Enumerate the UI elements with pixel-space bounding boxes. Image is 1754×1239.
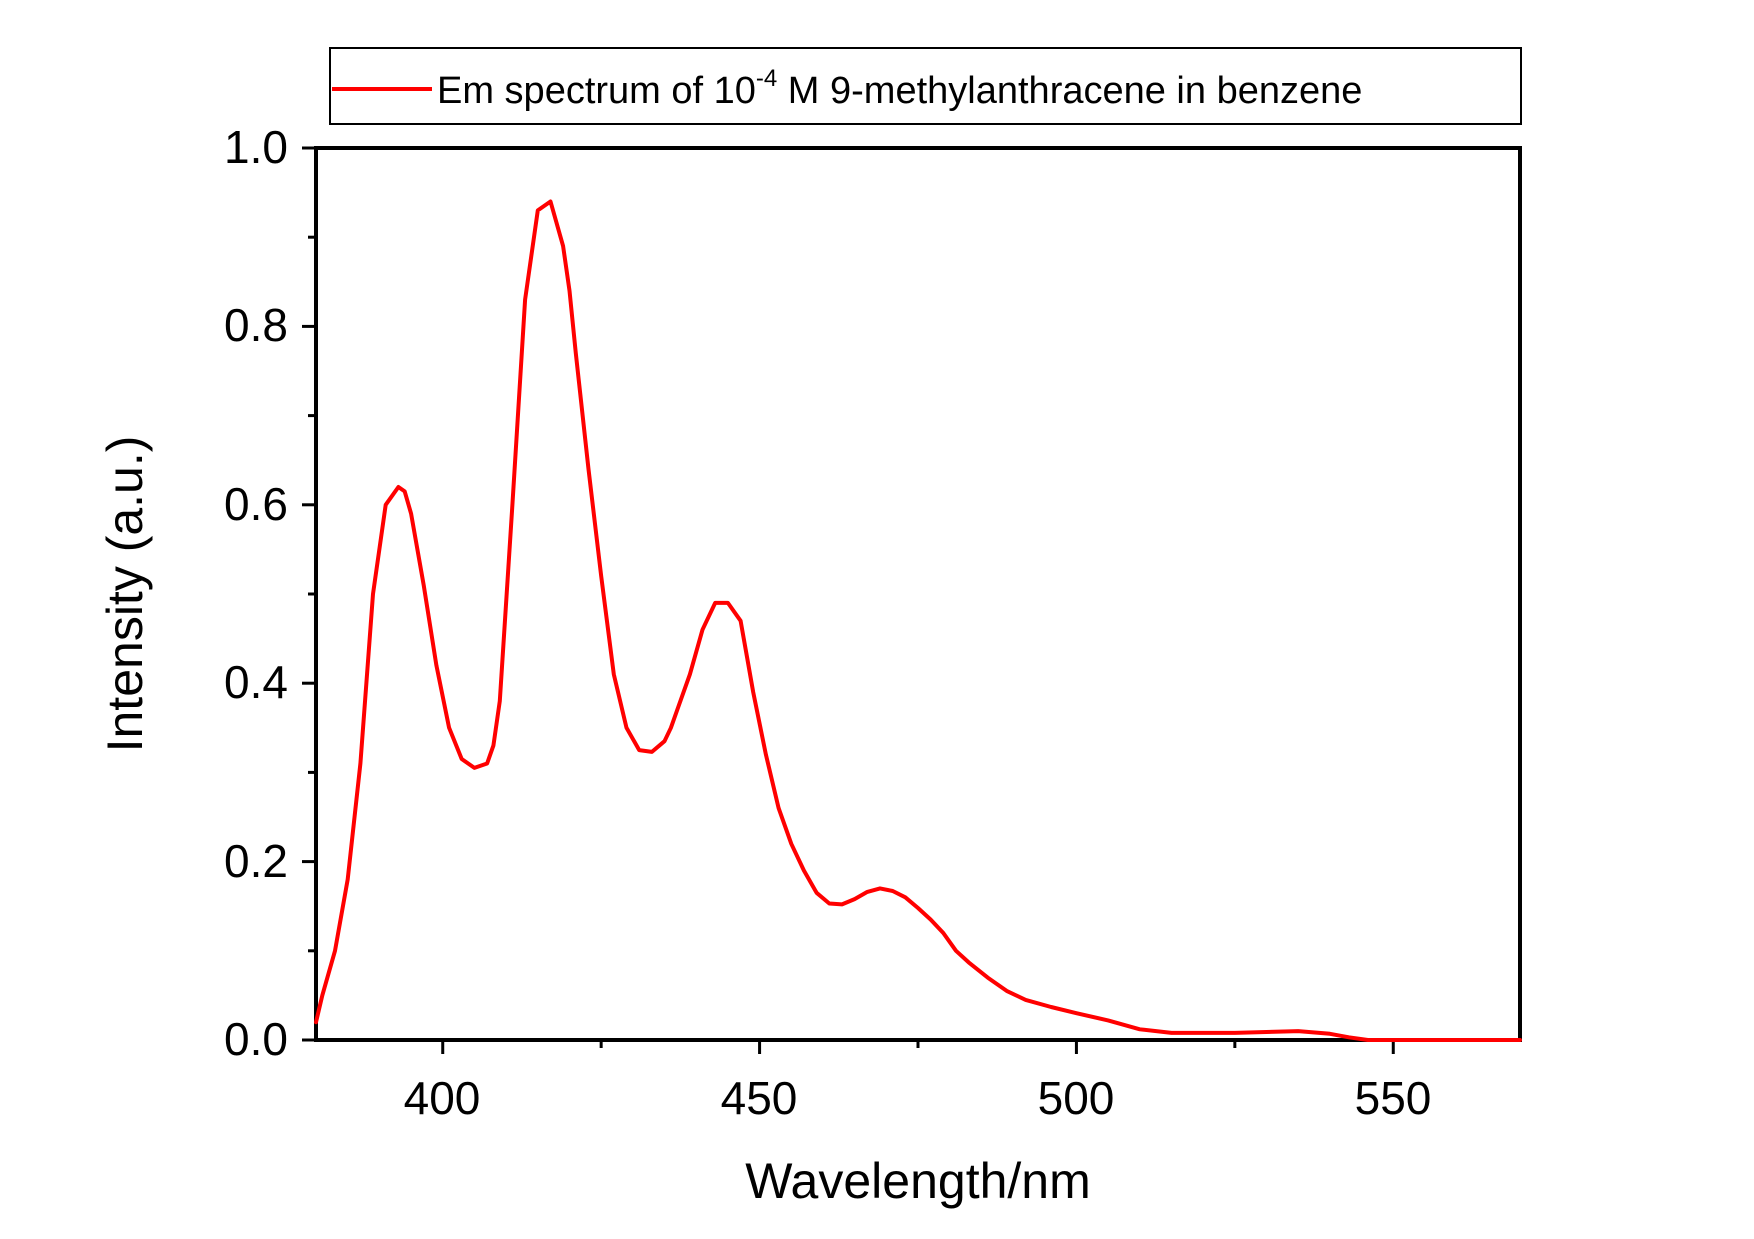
y-tick-label: 0.8 [224,299,288,351]
legend-box [329,47,1522,125]
x-tick-label: 400 [404,1072,481,1124]
legend-series-label: Em spectrum of 10-4 M 9-methylanthracene… [437,65,1362,112]
y-tick-labels: 0.0 0.2 0.4 0.6 0.8 1.0 [224,121,288,1065]
y-tick-label: 1.0 [224,121,288,173]
x-tick-labels: 400 450 500 550 [404,1072,1432,1124]
legend: Em spectrum of 10-4 M 9-methylanthracene… [329,47,1522,125]
y-tick-label: 0.2 [224,835,288,887]
x-axis-title: Wavelength/nm [745,1153,1091,1209]
y-tick-label: 0.6 [224,478,288,530]
axis-ticks [302,146,1395,1054]
y-tick-label: 0.0 [224,1013,288,1065]
x-tick-label: 550 [1355,1072,1432,1124]
x-tick-label: 500 [1038,1072,1115,1124]
legend-label-suffix: M 9-methylanthracene in benzene [777,70,1362,112]
y-tick-label: 0.4 [224,656,288,708]
legend-label-superscript: -4 [756,65,777,92]
x-tick-label: 450 [721,1072,798,1124]
y-axis-title: Intensity (a.u.) [97,436,153,753]
legend-label-prefix: Em spectrum of 10 [437,70,756,112]
series-line [314,199,1522,1042]
